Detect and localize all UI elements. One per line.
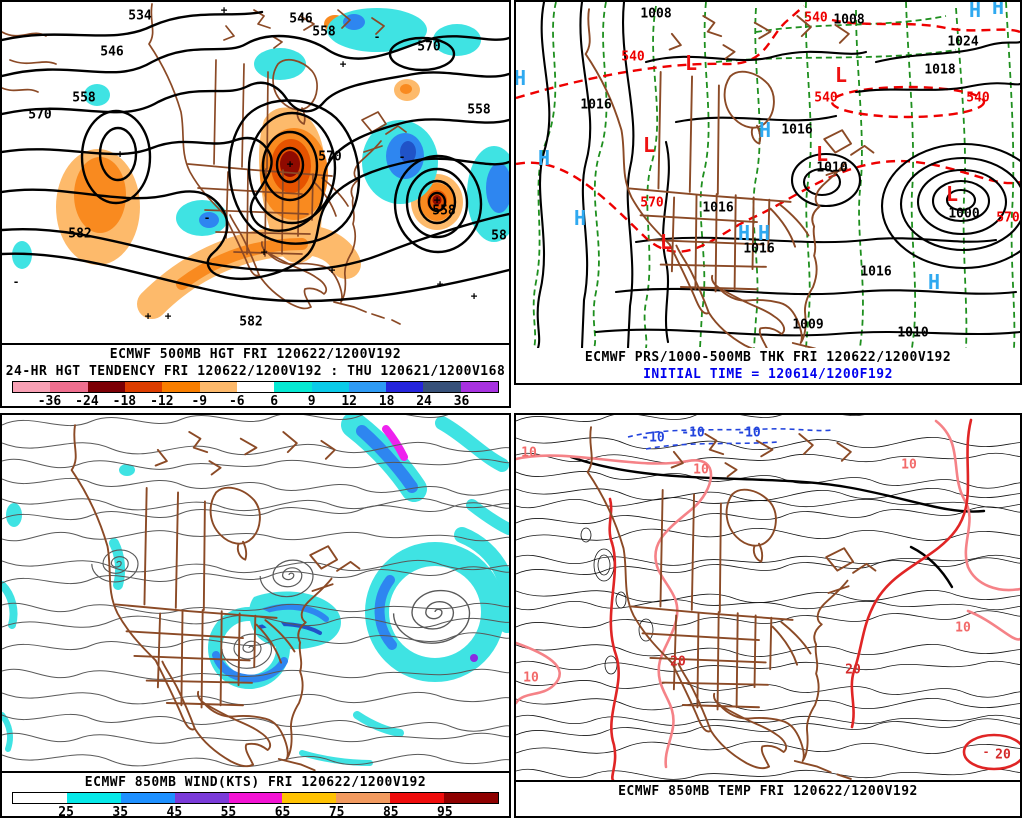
panel-850mb-wind: ECMWF 850MB WIND(KTS) FRI 120622/1200V19… bbox=[0, 413, 511, 819]
basemap-outline bbox=[516, 8, 875, 348]
temp-contours-thin bbox=[516, 415, 1020, 780]
temp-contours-blue-dashed bbox=[627, 428, 833, 450]
tendency-colorbar-ticks: -36 -24 -18 -12 -9 -6 6 9 12 18 24 36 bbox=[37, 394, 470, 409]
wind-map-svg bbox=[2, 415, 509, 771]
wind-colorbar-swatches bbox=[12, 792, 499, 804]
mslp-thickness-map-svg bbox=[516, 2, 1020, 348]
wind-colorbar-ticks: 25 35 45 55 65 75 85 95 bbox=[58, 805, 453, 819]
p1-caption-line2: 24-HR HGT TENDENCY FRI 120622/1200V192 :… bbox=[5, 364, 506, 379]
panel-500mb-height-tendency: 534 546 558 570 582 546 558 570 558 570 558 582 58 + +… bbox=[0, 0, 511, 409]
temp-contours-thick-black bbox=[569, 455, 986, 589]
map-850mb-temp: 10 10 10 10 10 20 20 20 -10 -10 -10- bbox=[516, 415, 1020, 782]
panel-850mb-temp: 10 10 10 10 10 20 20 20 -10 -10 -10- ECMWF 850MB T… bbox=[514, 413, 1022, 818]
temp-10-contours-pink bbox=[516, 419, 1020, 769]
p2-caption-line2: INITIAL TIME = 120614/1200F192 bbox=[643, 367, 893, 382]
p3-caption: ECMWF 850MB WIND(KTS) FRI 120622/1200V19… bbox=[84, 775, 427, 790]
panel-mslp-thickness: 1008 1008 1024 1018 1016 1010 1000 1016 1016 1016… bbox=[514, 0, 1022, 385]
wind-colorbar: 25 35 45 55 65 75 85 95 bbox=[12, 792, 499, 819]
map-500mb-height: 534 546 558 570 582 546 558 570 558 570 558 582 58 + +… bbox=[2, 2, 509, 345]
wind-speed-shading bbox=[2, 415, 509, 766]
streamlines bbox=[2, 415, 509, 768]
tendency-colorbar-swatches bbox=[12, 381, 499, 393]
map-mslp-thickness: 1008 1008 1024 1018 1016 1010 1000 1016 1016 1016… bbox=[516, 2, 1020, 348]
map-850mb-wind bbox=[2, 415, 509, 773]
p1-caption-line1: ECMWF 500MB HGT FRI 120622/1200V192 bbox=[109, 347, 402, 362]
pressure-contours bbox=[536, 2, 1020, 348]
temp-map-svg bbox=[516, 415, 1020, 780]
thickness-contours-red bbox=[516, 5, 1020, 253]
p4-caption: ECMWF 850MB TEMP FRI 120622/1200V192 bbox=[618, 784, 918, 799]
temp-20-contours-red bbox=[608, 418, 1020, 780]
height-tendency-map-svg bbox=[2, 3, 509, 325]
p2-caption-line1: ECMWF PRS/1000-500MB THK FRI 120622/1200… bbox=[584, 350, 952, 365]
tendency-colorbar: -36 -24 -18 -12 -9 -6 6 9 12 18 24 36 bbox=[12, 381, 499, 409]
height-contours bbox=[2, 10, 509, 303]
